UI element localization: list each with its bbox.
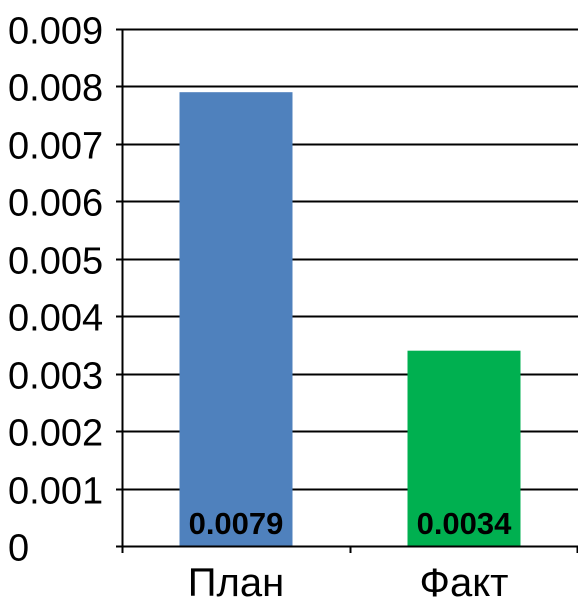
y-tick-label: 0.009 [8,11,103,53]
data-label: 0.0034 [417,506,513,541]
bar [407,350,521,546]
y-tick-label: 0 [8,528,29,570]
y-tick-label: 0.006 [8,183,103,225]
bar [179,92,293,546]
y-tick-label: 0.001 [8,471,103,513]
bars [179,92,521,546]
y-tick-label: 0.007 [8,126,103,168]
y-tick-label: 0.002 [8,413,103,455]
data-label: 0.0079 [189,506,284,541]
x-category-label: Факт [420,561,509,603]
x-category-label: План [188,561,284,603]
y-tick-label: 0.004 [8,298,103,340]
y-tick-label: 0.003 [8,356,103,398]
y-tick-label: 0.008 [8,68,103,110]
labels: 0 0.001 0.002 0.003 0.004 0.005 0.006 0.007 0.00… [8,11,512,603]
y-tick-label: 0.005 [8,241,103,283]
axes [116,28,578,553]
